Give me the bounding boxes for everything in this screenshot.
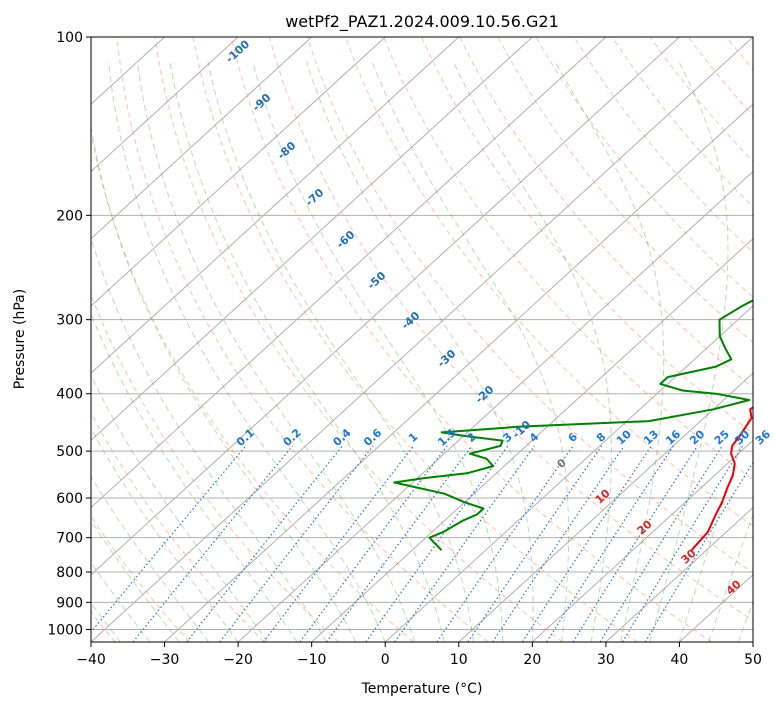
moist-adiabat-line bbox=[169, 61, 445, 642]
x-tick-label: 10 bbox=[450, 652, 468, 668]
mixing-ratio-line bbox=[492, 445, 625, 642]
mixing-ratio-line bbox=[394, 445, 535, 642]
plot-frame bbox=[90, 36, 754, 643]
y-tick-label: 1000 bbox=[47, 622, 83, 638]
moist-adiabat-line bbox=[91, 561, 151, 642]
y-tick-label: 900 bbox=[56, 595, 83, 611]
isotherm-line bbox=[164, 103, 753, 642]
isotherm-line bbox=[311, 237, 753, 642]
isotherm-line bbox=[237, 170, 753, 642]
mixing-ratio-line bbox=[91, 445, 247, 633]
x-tick-label: −30 bbox=[150, 652, 180, 668]
dry-adiabat-line bbox=[154, 37, 563, 642]
profile-lines bbox=[393, 299, 753, 551]
mixing-ratio-line bbox=[299, 445, 448, 642]
isotherm-line bbox=[91, 37, 753, 642]
x-axis: −40 −30 −20 −10 0 10 20 30 40 50 bbox=[76, 642, 762, 668]
moist-adiabat-line bbox=[91, 427, 239, 642]
moist-adiabat-line bbox=[305, 61, 534, 642]
moist-adiabat-line bbox=[91, 374, 268, 642]
background-lines bbox=[91, 37, 753, 642]
x-tick-label: 50 bbox=[744, 652, 762, 668]
moist-adiabat-line bbox=[91, 236, 327, 642]
dry-adiabat-line bbox=[230, 37, 713, 642]
moist-adiabat-line bbox=[108, 61, 386, 642]
moist-adiabat-line bbox=[649, 61, 729, 642]
isotherm-line bbox=[91, 37, 460, 374]
mixing-ratio-line bbox=[521, 445, 652, 642]
chart-title: wetPf2_PAZ1.2024.009.10.56.G21 bbox=[285, 12, 559, 32]
x-axis-title: Temperature (°C) bbox=[361, 681, 483, 697]
mixing-ratio-line bbox=[572, 445, 699, 642]
dry-adiabat-line bbox=[497, 37, 753, 344]
moist-adiabat-line bbox=[252, 61, 504, 642]
x-tick-label: −10 bbox=[297, 652, 327, 668]
y-axis-title: Pressure (hPa) bbox=[12, 289, 28, 389]
x-tick-label: 40 bbox=[671, 652, 689, 668]
y-tick-label: 800 bbox=[56, 565, 83, 581]
x-tick-label: 0 bbox=[381, 652, 390, 668]
dry-adiabat-line bbox=[344, 37, 753, 527]
dry-adiabat-line bbox=[91, 293, 340, 642]
y-tick-label: 700 bbox=[56, 531, 83, 547]
isotherm-line bbox=[531, 439, 753, 642]
mixing-ratio-line bbox=[546, 445, 674, 642]
dry-adiabat-line bbox=[306, 37, 753, 574]
y-tick-label: 500 bbox=[56, 444, 83, 460]
temperature-line bbox=[690, 406, 753, 551]
dry-adiabat-line bbox=[91, 412, 265, 642]
y-tick-label: 200 bbox=[56, 208, 83, 224]
isotherm-line bbox=[91, 37, 533, 442]
moist-adiabat-line bbox=[452, 61, 612, 642]
y-tick-label: 400 bbox=[56, 387, 83, 403]
moist-adiabat-line bbox=[708, 513, 753, 642]
moist-adiabat-line bbox=[678, 401, 753, 642]
mixing-ratio-line bbox=[644, 461, 753, 642]
dry-adiabat-line bbox=[116, 37, 489, 642]
moist-adiabat-line bbox=[91, 312, 298, 642]
mixing-ratio-line bbox=[263, 445, 415, 642]
moist-adiabat-line bbox=[371, 61, 570, 642]
dry-adiabat-line bbox=[91, 515, 191, 642]
x-tick-label: 20 bbox=[523, 652, 541, 668]
isotherm-line bbox=[91, 37, 607, 509]
isotherm-line bbox=[605, 506, 753, 642]
moist-adiabat-line bbox=[91, 475, 210, 642]
isotherm-line bbox=[91, 37, 386, 307]
x-tick-label: 30 bbox=[597, 652, 615, 668]
dry-adiabat-line bbox=[91, 131, 414, 642]
dewpoint-line bbox=[393, 299, 753, 551]
mixing-ratio-line bbox=[365, 445, 509, 642]
dry-adiabat-line bbox=[459, 37, 753, 389]
mixing-ratio-line bbox=[467, 445, 603, 642]
mixing-ratio-line bbox=[186, 445, 343, 642]
y-axis: 100 200 300 400 500 600 700 800 900 1000 bbox=[47, 30, 91, 638]
isotherm-line bbox=[91, 37, 680, 576]
x-tick-label: −20 bbox=[223, 652, 253, 668]
isotherm-line bbox=[91, 37, 313, 240]
y-tick-label: 300 bbox=[56, 313, 83, 329]
y-tick-label: 600 bbox=[56, 491, 83, 507]
mixing-ratio-line bbox=[599, 445, 723, 642]
mixing-ratio-line bbox=[219, 445, 374, 642]
moist-adiabat-line bbox=[136, 61, 416, 642]
mixing-ratio-line bbox=[622, 445, 744, 642]
dry-adiabat-line bbox=[192, 37, 638, 642]
y-tick-label: 100 bbox=[56, 30, 83, 46]
isotherm-line bbox=[384, 305, 753, 642]
mixing-ratio-line bbox=[436, 445, 574, 642]
isotherm-line bbox=[458, 372, 753, 642]
moist-adiabat-line bbox=[91, 123, 357, 642]
isotherm-line bbox=[91, 37, 239, 173]
moist-adiabat-line bbox=[554, 61, 665, 642]
dry-adiabat-line bbox=[268, 37, 753, 622]
x-tick-label: −40 bbox=[76, 652, 106, 668]
moist-adiabat-line bbox=[91, 519, 180, 642]
